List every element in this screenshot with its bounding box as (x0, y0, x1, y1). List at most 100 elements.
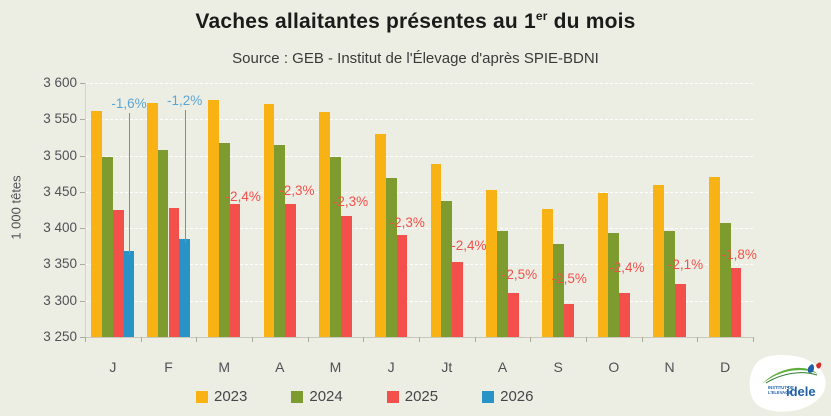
logo-flag-blue (808, 364, 814, 373)
chart-title: Vaches allaitantes présentes au 1er du m… (0, 9, 831, 34)
bar-2025-J (112, 210, 124, 337)
y-tick-label: 3 250 (43, 329, 77, 344)
x-tick-mark (697, 337, 699, 342)
y-tick-mark (80, 337, 85, 338)
bar-2025-F (168, 207, 180, 337)
bar-2025-A (507, 292, 519, 337)
y-tick-mark (80, 264, 85, 266)
legend-item-2024: 2024 (291, 388, 343, 405)
legend-swatch (386, 390, 399, 403)
y-tick-label: 3 600 (43, 75, 77, 90)
logo-org-line1: INSTITUT DE (768, 385, 794, 390)
x-tick-label: F (164, 359, 173, 375)
pct-annotation: -2,1% (667, 257, 704, 273)
pct-annotation: -2,5% (501, 266, 538, 282)
bar-2025-M (229, 204, 241, 337)
y-tick-label: 3 500 (43, 147, 77, 163)
y-tick-mark (80, 228, 85, 230)
x-tick-label: O (608, 359, 620, 375)
y-tick-label: 3 550 (43, 111, 77, 127)
bar-2025-Jt (452, 262, 464, 337)
legend-label: 2024 (309, 388, 343, 405)
x-tick-label: S (553, 359, 563, 375)
annotation-leader-line (184, 110, 186, 244)
pct-annotation: -2,3% (389, 215, 425, 231)
pct-annotation: -2,3% (332, 193, 369, 209)
x-tick-label: M (218, 359, 230, 375)
bar-2024-M (330, 157, 341, 337)
bar-2024-M (218, 143, 230, 337)
x-tick-label: D (720, 359, 731, 375)
y-tick-mark (80, 119, 85, 121)
y-tick-mark (80, 300, 85, 302)
y-tick-label: 3 450 (43, 183, 77, 199)
x-tick-mark (307, 337, 309, 342)
pct-annotation: -2,4% (225, 189, 261, 205)
bar-2024-J (385, 178, 397, 337)
bar-2024-A (274, 145, 286, 337)
legend-swatch (482, 390, 495, 403)
bar-2026-F (179, 239, 191, 337)
y-tick-mark (80, 155, 85, 157)
bar-2023-Jt (430, 163, 442, 337)
bar-2023-M (319, 112, 331, 337)
bar-2023-S (541, 208, 553, 337)
bar-2025-J (396, 235, 408, 337)
bar-2023-J (91, 111, 103, 337)
bar-2024-F (157, 149, 169, 337)
x-tick-mark (641, 337, 643, 342)
bar-2024-O (608, 233, 620, 337)
logo-swoosh-line (765, 372, 818, 384)
bar-2024-N (664, 231, 675, 337)
x-tick-mark (419, 337, 420, 342)
legend-label: 2023 (214, 388, 248, 405)
logo-flag-red (816, 362, 822, 369)
pct-annotation: -1,6% (111, 96, 147, 111)
logo-org-line2: L'ELEVAGE (768, 390, 791, 395)
bar-2024-J (102, 157, 113, 337)
x-tick-label: A (497, 359, 508, 375)
bar-2025-M (340, 215, 352, 337)
x-tick-label: J (387, 359, 395, 375)
legend-swatch (291, 390, 304, 403)
x-tick-mark (196, 337, 198, 342)
bar-2023-N (653, 184, 665, 337)
x-tick-label: J (109, 359, 117, 375)
x-tick-label: N (664, 359, 675, 375)
legend-item-2023: 2023 (196, 388, 247, 405)
bar-2026-J (123, 251, 135, 337)
y-tick-label: 3 400 (43, 220, 77, 236)
gridline (85, 228, 753, 230)
chart-title-suffix: du mois (547, 10, 636, 33)
x-tick-mark (140, 337, 142, 342)
legend-swatch (196, 390, 208, 403)
bar-2023-A (486, 190, 498, 337)
x-tick-label: Jt (441, 359, 453, 375)
bar-2023-A (263, 104, 275, 337)
y-tick-mark (80, 191, 85, 193)
gridline (85, 191, 753, 193)
x-tick-mark (530, 337, 532, 342)
gridline (85, 155, 753, 157)
pct-annotation: -1,2% (167, 93, 203, 108)
gridline (85, 300, 753, 302)
bar-2023-D (708, 176, 720, 337)
gridline (85, 119, 753, 121)
bar-2025-N (674, 284, 686, 337)
gridline (85, 264, 753, 266)
legend-label: 2025 (404, 388, 439, 405)
pct-annotation: -1,8% (721, 247, 757, 263)
bar-2024-A (497, 231, 508, 337)
logo-name: idele (786, 384, 816, 399)
bar-2024-S (552, 244, 564, 337)
legend-label: 2026 (500, 388, 534, 405)
y-tick-label: 3 300 (43, 292, 77, 308)
annotation-leader-line (129, 113, 131, 256)
chart-subtitle: Source : GEB - Institut de l'Élevage d'a… (232, 50, 599, 67)
x-tick-mark (252, 337, 253, 342)
chart-title-superscript: er (535, 9, 548, 23)
bar-2025-A (285, 204, 297, 337)
y-tick-mark (80, 83, 85, 84)
bar-2025-S (563, 304, 575, 337)
